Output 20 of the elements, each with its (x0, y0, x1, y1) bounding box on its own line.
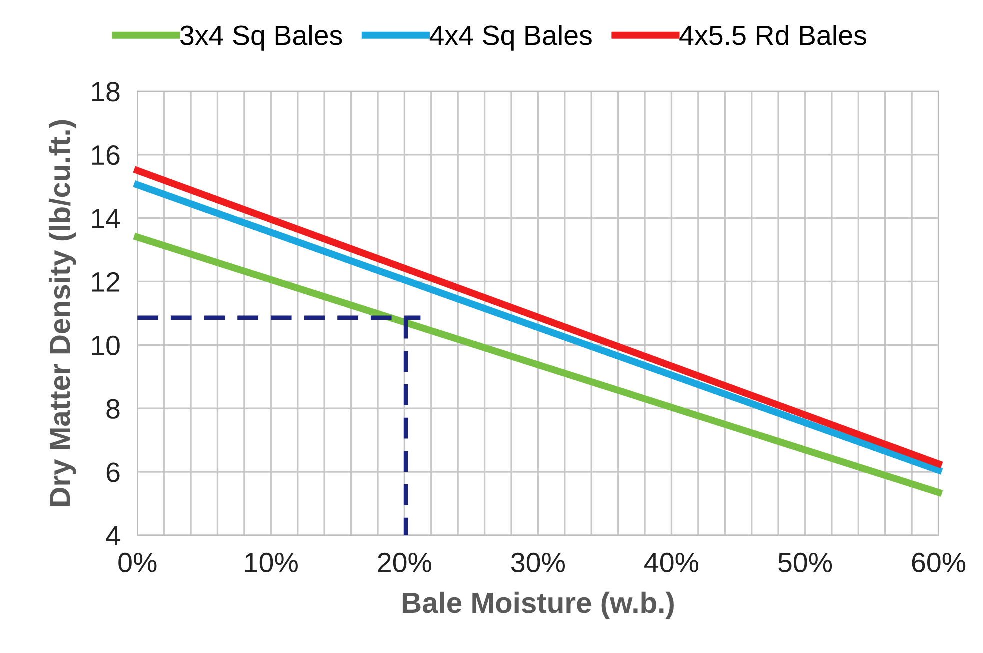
y-tick-label: 16 (92, 146, 120, 166)
x-tick-label: 20% (378, 552, 432, 573)
y-tick-label: 4 (106, 526, 120, 546)
legend-label: 4x5.5 Rd Bales (680, 25, 866, 46)
x-tick-label: 40% (644, 552, 699, 573)
x-tick-label: 0% (118, 552, 157, 573)
y-tick-label: 12 (92, 272, 120, 292)
x-tick-label: 50% (778, 552, 832, 573)
x-tick-label: 30% (511, 552, 566, 573)
y-tick-label: 18 (92, 82, 120, 102)
x-tick-label: 60% (912, 552, 966, 573)
y-axis-title: Dry Matter Density (lb/cu.ft.) (48, 120, 76, 506)
legend-label: 3x4 Sq Bales (180, 25, 342, 51)
y-tick-label: 14 (92, 209, 120, 228)
x-axis-title: Bale Moisture (w.b.) (402, 592, 674, 620)
y-tick-label: 8 (106, 399, 120, 419)
x-tick-label: 10% (245, 552, 298, 573)
legend-label: 4x4 Sq Bales (430, 25, 592, 51)
y-tick-label: 10 (92, 336, 120, 356)
y-tick-label: 6 (106, 462, 120, 482)
